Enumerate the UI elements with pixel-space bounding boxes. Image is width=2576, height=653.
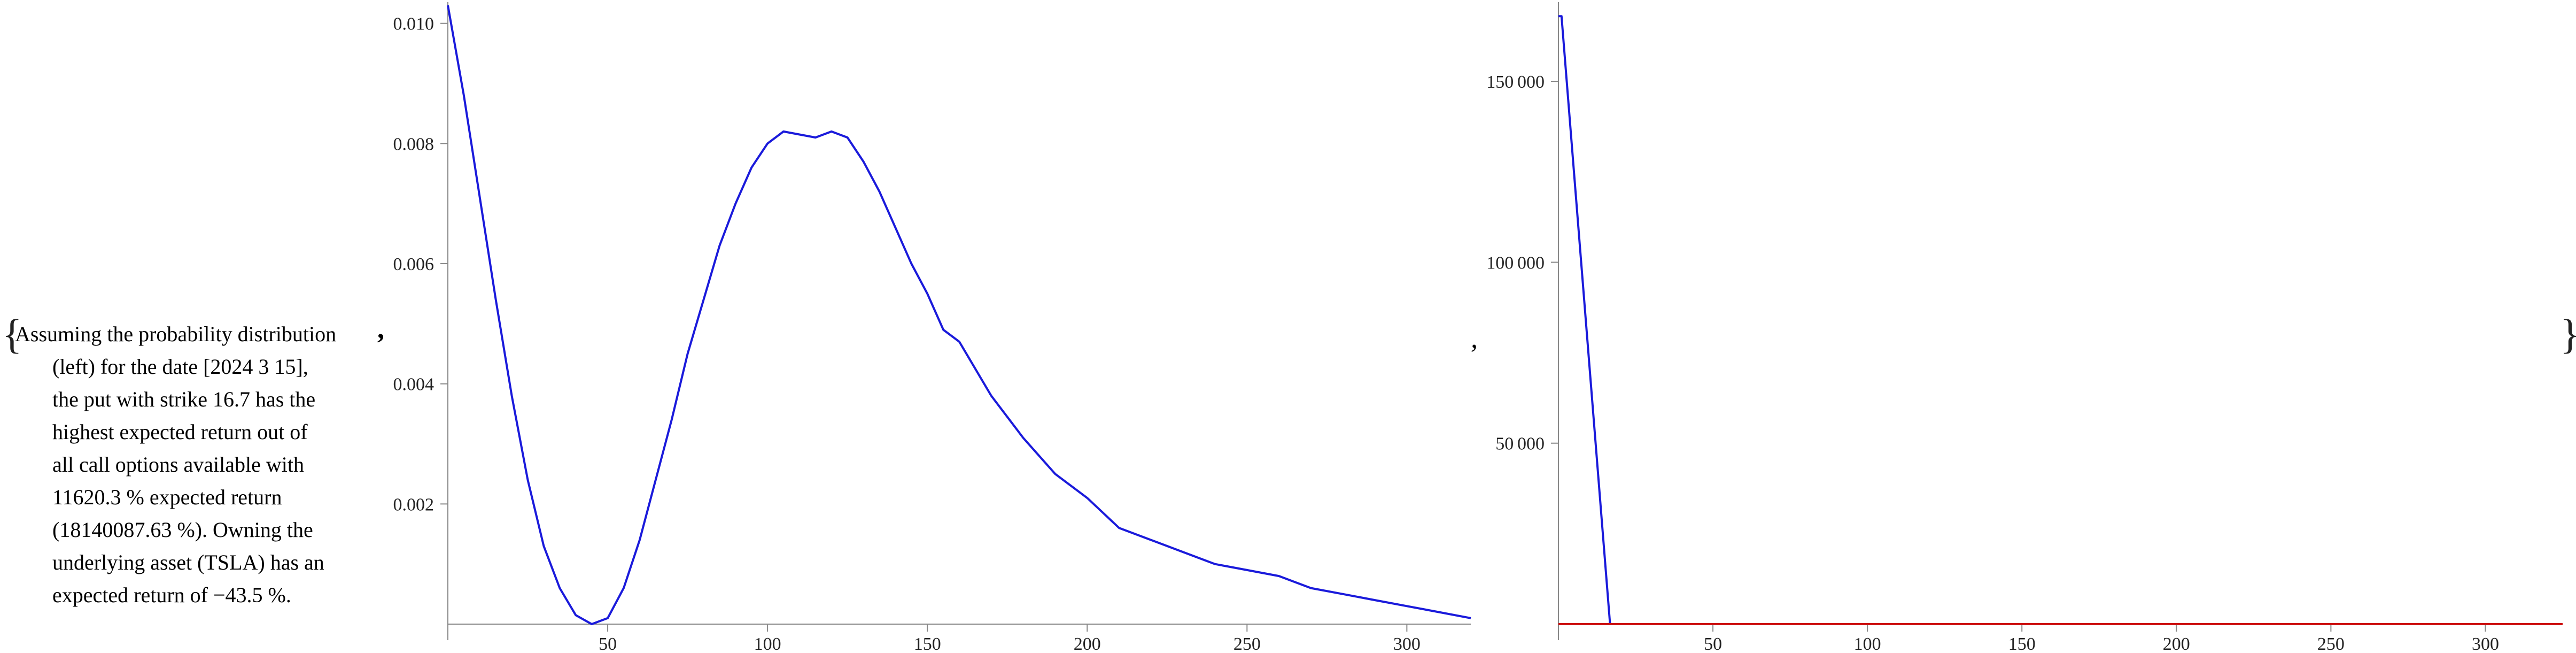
y-tick-label: 50 000	[1495, 434, 1545, 454]
separator-comma: ,	[1471, 324, 1478, 354]
chart-expected-return: 50 100 150 200 250 300 50 000 100 000 150 000	[1486, 2, 2563, 653]
description-line: the put with strike 16.7 has the	[52, 387, 316, 411]
x-tick-label: 200	[2163, 634, 2190, 653]
description-line: (left) for the date [2024 3 15],	[52, 355, 308, 379]
brace-close: }	[2560, 313, 2576, 355]
series-line	[447, 5, 1471, 625]
x-tick-label: 150	[914, 634, 941, 653]
chart-probability-distribution: 50 100 150 200 250 300 0.002 0.004 0.006 0.008 0.0…	[393, 2, 1471, 653]
brace-open: {	[2, 311, 22, 357]
y-tick-label: 0.008	[393, 134, 434, 154]
description-line: Assuming the probability distribution	[15, 322, 337, 346]
description-line: 11620.3 % expected return	[52, 485, 282, 509]
series-line	[1558, 15, 1611, 625]
x-tick-label: 50	[1704, 634, 1722, 653]
separator-comma: ,	[377, 314, 384, 344]
x-tick-label: 250	[2317, 634, 2345, 653]
y-tick-label: 150 000	[1486, 72, 1545, 92]
x-tick-label: 250	[1233, 634, 1261, 653]
y-tick-label: 0.002	[393, 495, 434, 514]
description-line: highest expected return out of	[52, 420, 308, 444]
y-tick-label: 100 000	[1486, 253, 1545, 273]
x-tick-label: 100	[754, 634, 781, 653]
description-line: (18140087.63 %). Owning the	[52, 518, 313, 542]
x-tick-label: 100	[1854, 634, 1881, 653]
x-tick-label: 300	[1393, 634, 1421, 653]
x-tick-label: 200	[1074, 634, 1101, 653]
description-line: all call options available with	[52, 452, 304, 477]
description-line: expected return of −43.5 %.	[52, 583, 291, 607]
x-tick-label: 150	[2008, 634, 2036, 653]
y-tick-label: 0.004	[393, 375, 434, 395]
description-line: underlying asset (TSLA) has an	[52, 550, 324, 574]
y-tick-label: 0.006	[393, 255, 434, 274]
y-tick-label: 0.010	[393, 14, 434, 34]
x-tick-label: 50	[599, 634, 617, 653]
x-tick-label: 300	[2472, 634, 2499, 653]
description-text: Assuming the probability distribution (l…	[15, 318, 389, 611]
